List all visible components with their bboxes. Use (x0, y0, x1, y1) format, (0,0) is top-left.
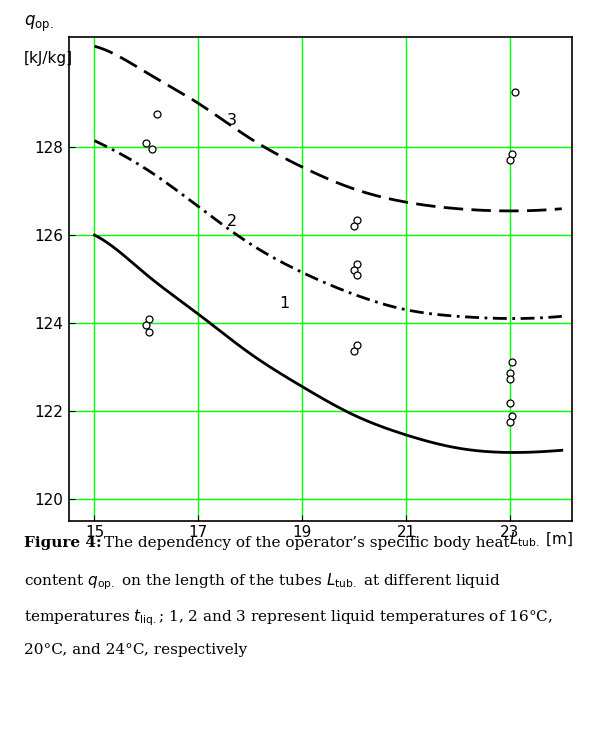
Text: temperatures $t_\mathrm{liq.}$; 1, 2 and 3 represent liquid temperatures of 16°C: temperatures $t_\mathrm{liq.}$; 1, 2 and… (24, 607, 552, 628)
Text: 20°C, and 24°C, respectively: 20°C, and 24°C, respectively (24, 643, 247, 658)
Text: content $q_\mathrm{op.}$ on the length of the tubes $L_\mathrm{tub.}$ at differe: content $q_\mathrm{op.}$ on the length o… (24, 571, 501, 592)
Text: 3: 3 (227, 113, 237, 128)
Text: 2: 2 (227, 214, 237, 229)
Text: $q_\mathrm{op.}$: $q_\mathrm{op.}$ (24, 13, 54, 34)
Text: [kJ/kg]: [kJ/kg] (24, 51, 73, 66)
Text: 1: 1 (279, 296, 289, 311)
Text: $L_\mathrm{tub.}$ [m]: $L_\mathrm{tub.}$ [m] (509, 530, 573, 549)
Text: Figure 4:: Figure 4: (24, 536, 101, 550)
Text: The dependency of the operator’s specific body heat: The dependency of the operator’s specifi… (104, 536, 510, 550)
